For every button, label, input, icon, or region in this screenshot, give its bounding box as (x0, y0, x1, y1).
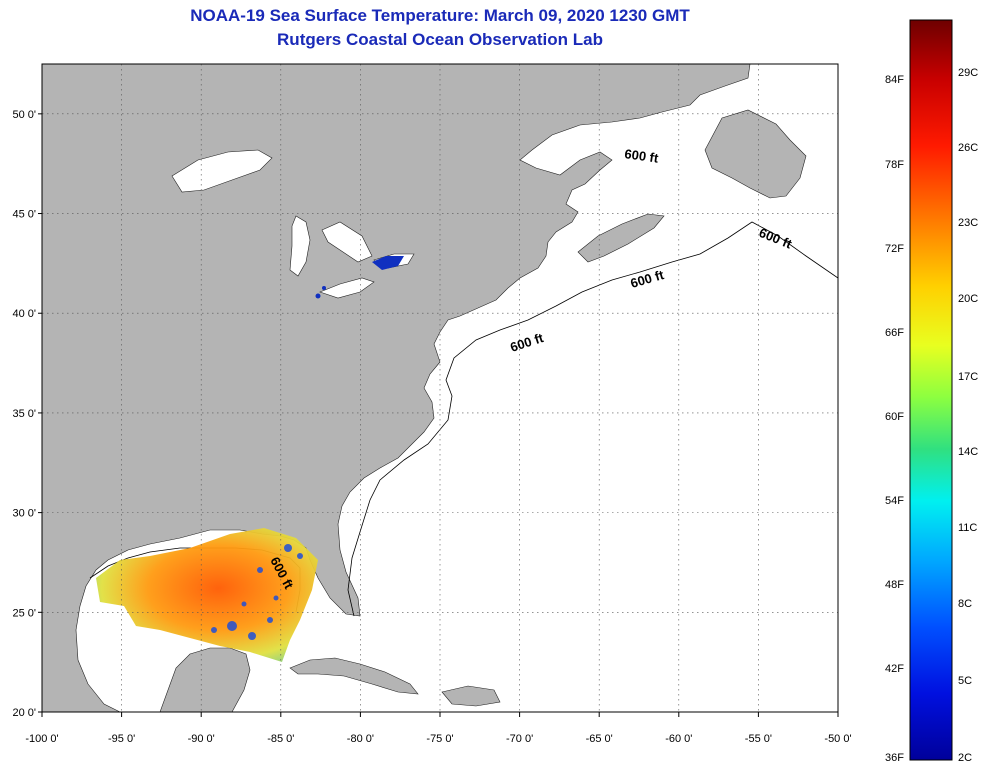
colorbar (909, 19, 953, 761)
land-hispaniola (441, 685, 501, 707)
colorbar-c-label: 23C (958, 217, 978, 229)
colorbar-c-label: 20C (958, 293, 978, 305)
lat-tick-label: 35 0' (12, 408, 36, 420)
colorbar-c-label: 29C (958, 67, 978, 79)
colorbar-c-label: 14C (958, 446, 978, 458)
title-line-1: NOAA-19 Sea Surface Temperature: March 0… (190, 6, 690, 25)
lat-tick-label: 25 0' (12, 607, 36, 619)
colorbar-f-label: 84F (885, 74, 904, 86)
land-newfoundland (704, 109, 807, 199)
lon-tick-label: -70 0' (506, 733, 533, 745)
colorbar-c-label: 11C (958, 522, 977, 534)
lon-tick-label: -55 0' (745, 733, 772, 745)
land-cuba (289, 657, 419, 695)
colorbar-c-label: 5C (958, 675, 972, 687)
sst-cold-speckles (211, 544, 303, 640)
colorbar-f-label: 78F (885, 159, 904, 171)
colorbar-f-label: 54F (885, 495, 904, 507)
lon-tick-label: -100 0' (25, 733, 58, 745)
sst-swath (96, 528, 318, 662)
map-ticks: -100 0' -95 0' -90 0' -85 0' -80 0' -75 0' -70… (12, 109, 851, 745)
graticule (42, 64, 838, 712)
lon-tick-label: -65 0' (586, 733, 613, 745)
lake-ice-speckles (315, 256, 404, 299)
colorbar-celsius-labels: 29C 26C 23C 20C 17C 14C 11C 8C 5C 2C (958, 67, 978, 764)
lon-tick-label: -95 0' (108, 733, 135, 745)
colorbar-c-label: 2C (958, 752, 972, 764)
colorbar-f-label: 48F (885, 579, 904, 591)
title-line-2: Rutgers Coastal Ocean Observation Lab (277, 30, 603, 49)
lon-tick-label: -80 0' (347, 733, 374, 745)
isobath-label: 600 ft (624, 146, 660, 166)
land-north-america (42, 64, 751, 712)
map-area (42, 64, 838, 712)
lat-tick-label: 40 0' (12, 308, 36, 320)
lat-tick-label: 50 0' (12, 109, 36, 121)
colorbar-fahrenheit-labels: 84F 78F 72F 66F 60F 54F 48F 42F 36F (885, 74, 904, 764)
lat-tick-label: 30 0' (12, 508, 36, 520)
lon-tick-label: -60 0' (665, 733, 692, 745)
colorbar-c-label: 26C (958, 142, 978, 154)
lon-tick-label: -50 0' (824, 733, 851, 745)
lat-tick-label: 45 0' (12, 209, 36, 221)
lon-tick-label: -85 0' (267, 733, 294, 745)
lon-tick-label: -90 0' (188, 733, 215, 745)
colorbar-f-label: 36F (885, 752, 904, 764)
colorbar-c-label: 8C (958, 598, 972, 610)
colorbar-f-label: 60F (885, 411, 904, 423)
lat-tick-label: 20 0' (12, 707, 36, 719)
colorbar-f-label: 42F (885, 663, 904, 675)
colorbar-f-label: 66F (885, 327, 904, 339)
colorbar-c-label: 17C (958, 371, 978, 383)
lon-tick-label: -75 0' (426, 733, 453, 745)
colorbar-f-label: 72F (885, 243, 904, 255)
